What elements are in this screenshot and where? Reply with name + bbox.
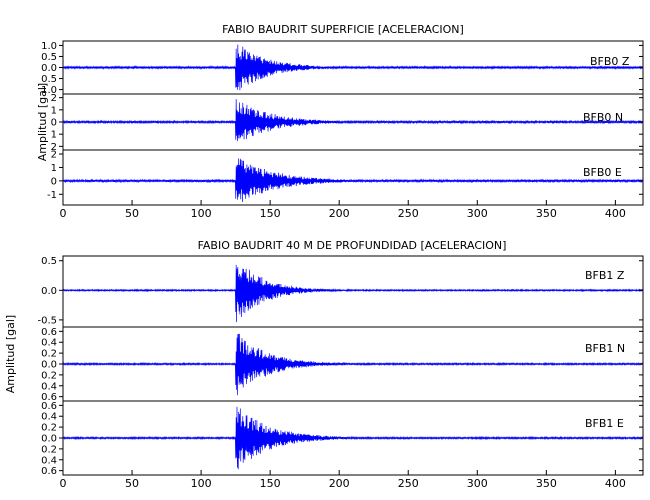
panel-bfb1-e: 0.60.40.20.00.20.40.6 BFB1 E	[41, 400, 644, 477]
y-tick-label: 0.6	[41, 327, 57, 338]
y-ticks: 0.60.40.20.00.20.40.6	[41, 401, 643, 477]
y-ticks: 0.5 0.0 -0.5	[37, 256, 643, 326]
x-tick-label: 250	[398, 477, 419, 490]
channel-label: BFB1 N	[585, 342, 625, 355]
seismic-trace	[62, 333, 644, 396]
y-tick-label: 0.0	[41, 286, 57, 297]
x-tick-label: 300	[467, 207, 488, 220]
y-ticks: 2 1 0 -1	[47, 150, 643, 201]
channel-label: BFB0 E	[583, 166, 622, 179]
trace-bfb0-e	[62, 158, 644, 202]
seismic-trace	[62, 158, 644, 202]
y-ticks: 0.60.40.20.00.20.40.6	[41, 327, 643, 403]
depth-acceleration-chart: FABIO BAUDRIT 40 M DE PROFUNDIDAD [ACELE…	[4, 239, 644, 490]
y-tick-label: 0	[51, 118, 57, 129]
y-tick-label: 1	[51, 130, 57, 141]
seismic-trace	[62, 44, 644, 91]
x-tick-label: 150	[260, 207, 281, 220]
chart-title: FABIO BAUDRIT 40 M DE PROFUNDIDAD [ACELE…	[198, 239, 507, 252]
trace-bfb0-n	[62, 99, 644, 142]
y-tick-label: 0.4	[41, 455, 57, 466]
trace-bfb1-z	[62, 264, 644, 323]
x-tick-label: 400	[605, 207, 626, 220]
x-tick-label: 150	[260, 477, 281, 490]
y-tick-label: 0.6	[41, 466, 57, 477]
y-tick-label: 2	[51, 142, 57, 153]
trace-bfb1-e	[62, 406, 644, 470]
x-axis: 0 50 100 150 200 250 300 350 400	[60, 470, 626, 490]
x-tick-label: 400	[605, 477, 626, 490]
x-axis: 0 50 100 150 200 250 300 350 400	[60, 200, 626, 220]
y-tick-label: 2	[51, 150, 57, 161]
y-axis-label: Amplitud [gal]	[36, 83, 49, 161]
y-tick-label: 0.0	[41, 63, 57, 74]
y-tick-label: 0.6	[41, 392, 57, 403]
y-tick-label: 0.0	[41, 360, 57, 371]
seismic-trace	[62, 99, 644, 142]
channel-label: BFB1 Z	[585, 269, 625, 282]
y-tick-label: -1	[47, 190, 57, 201]
x-tick-label: 200	[329, 207, 350, 220]
y-tick-label: 0	[51, 176, 57, 187]
panel-frame	[62, 255, 644, 328]
y-tick-label: 0.0	[41, 434, 57, 445]
channel-label: BFB0 N	[583, 111, 623, 124]
y-tick-label: 0.5	[41, 256, 57, 267]
panel-bfb0-e: 2 1 0 -1 BFB0 E	[47, 149, 644, 206]
y-tick-label: 0.4	[41, 381, 57, 392]
y-tick-label: 0.2	[41, 370, 57, 381]
y-tick-label: 2	[51, 93, 57, 104]
x-tick-label: 0	[60, 207, 67, 220]
panel-bfb1-n: 0.60.40.20.00.20.40.6 BFB1 N	[41, 326, 644, 403]
y-tick-label: 0.4	[41, 338, 57, 349]
y-tick-label: 0.4	[41, 412, 57, 423]
x-tick-label: 200	[329, 477, 350, 490]
x-tick-label: 50	[125, 207, 139, 220]
y-tick-label: 0.2	[41, 444, 57, 455]
y-tick-label: 0.2	[41, 423, 57, 434]
seismic-trace	[62, 264, 644, 323]
panel-bfb1-z: 0.5 0.0 -0.5 BFB1 Z	[37, 255, 644, 328]
trace-bfb0-z	[62, 44, 644, 91]
y-tick-label: 1.0	[41, 85, 57, 96]
seismic-trace	[62, 406, 644, 470]
y-axis-label: Amplitud [gal]	[4, 315, 17, 393]
x-tick-label: 0	[60, 477, 67, 490]
y-ticks: 1.00.50.00.51.0	[41, 41, 643, 96]
y-tick-label: 1.0	[41, 41, 57, 52]
x-tick-label: 300	[467, 477, 488, 490]
y-tick-label: 1	[51, 163, 57, 174]
panel-frame	[62, 149, 644, 206]
x-tick-label: 50	[125, 477, 139, 490]
x-tick-label: 350	[536, 477, 557, 490]
channel-label: BFB1 E	[585, 417, 624, 430]
y-tick-label: 0.5	[41, 74, 57, 85]
y-tick-label: -0.5	[37, 315, 57, 326]
x-tick-label: 250	[398, 207, 419, 220]
panel-bfb0-z: 1.00.50.00.51.0 BFB0 Z	[41, 40, 644, 96]
x-tick-label: 100	[191, 207, 212, 220]
channel-label: BFB0 Z	[590, 55, 630, 68]
surface-acceleration-chart: FABIO BAUDRIT SUPERFICIE [ACELERACION] A…	[36, 23, 644, 220]
y-tick-label: 1	[51, 105, 57, 116]
y-tick-label: 0.5	[41, 52, 57, 63]
x-tick-label: 100	[191, 477, 212, 490]
chart-title: FABIO BAUDRIT SUPERFICIE [ACELERACION]	[222, 23, 464, 36]
y-tick-label: 0.2	[41, 349, 57, 360]
y-tick-label: 0.6	[41, 401, 57, 412]
x-tick-label: 350	[536, 207, 557, 220]
trace-bfb1-n	[62, 333, 644, 396]
